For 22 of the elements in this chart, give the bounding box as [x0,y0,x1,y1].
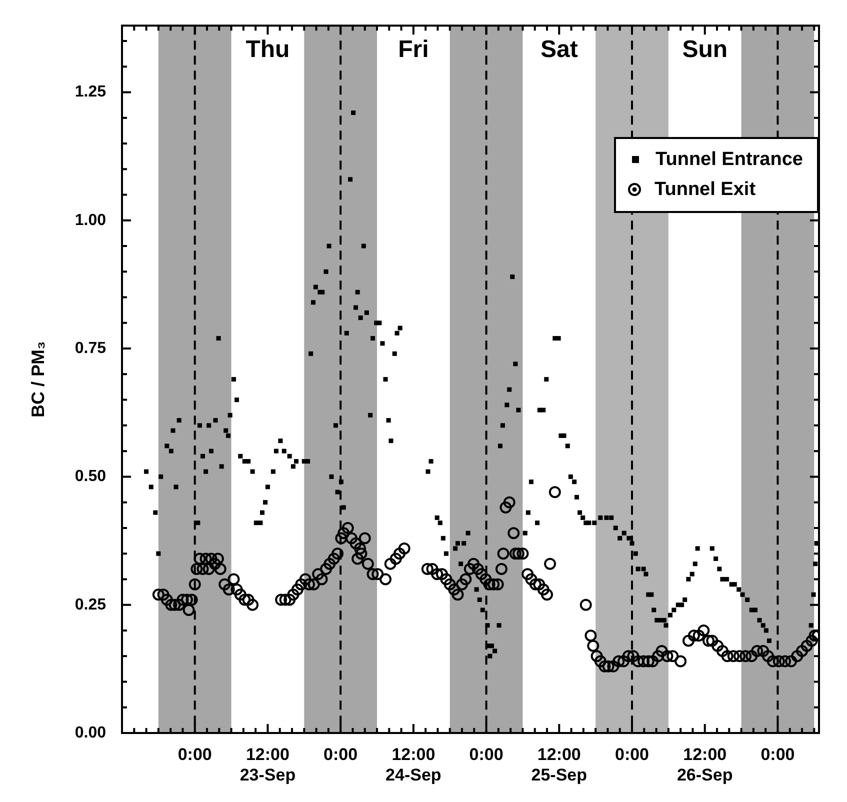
y-tick-label: 0.25 [74,596,106,614]
y-axis-title: BC / PM₃ [28,341,48,418]
legend-label: Tunnel Entrance [656,148,803,171]
annotation: Sat [540,36,578,64]
x-tick-label: 0:00 [178,744,212,764]
x-tick-label: 12:00 23-Sep [240,744,296,784]
y-tick-label: 0.00 [74,724,106,742]
x-tick-label: 0:00 [469,744,504,764]
legend-label: Tunnel Exit [654,178,756,201]
annotation: Sun [682,36,728,64]
x-tick-label: 12:00 26-Sep [676,744,733,784]
y-tick-label: 1.00 [74,212,106,229]
annotation: Thu [246,36,290,64]
y-tick-label: 0.50 [74,468,106,486]
x-tick-label: 12:00 24-Sep [386,744,442,784]
x-tick-label: 0:00 [614,744,650,764]
y-tick-label: 0.75 [74,340,106,357]
annotation: Fri [398,36,429,64]
x-tick-label: 0:00 [324,744,358,764]
x-tick-label: 0:00 [760,744,795,764]
y-tick-label: 1.25 [74,84,106,101]
x-tick-label: 12:00 25-Sep [531,744,588,784]
